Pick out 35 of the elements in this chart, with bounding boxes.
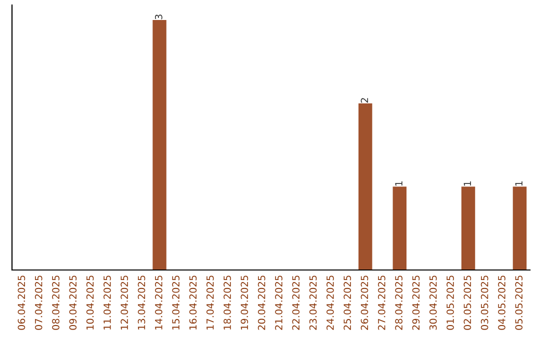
x-tick-label: 08.04.2025 [52, 276, 60, 330]
x-tick-label: 12.04.2025 [120, 276, 128, 330]
x-tick-label: 30.04.2025 [429, 276, 437, 330]
x-tick-label: 17.04.2025 [206, 276, 214, 330]
x-tick-label: 16.04.2025 [189, 276, 197, 330]
x-tick-label: 19.04.2025 [240, 276, 248, 330]
data-label: 3 [154, 14, 162, 20]
x-tick-label: 09.04.2025 [69, 276, 77, 330]
x-tick-label: 11.04.2025 [104, 276, 111, 330]
x-tick-label: 04.05.2025 [498, 276, 506, 330]
x-tick-label: 25.04.2025 [344, 276, 352, 330]
x-tick-label: 10.04.2025 [86, 276, 94, 330]
x-tick-label: 18.04.2025 [224, 276, 231, 330]
x-tick-label: 02.05.2025 [464, 276, 472, 330]
x-tick-label: 06.04.2025 [18, 276, 26, 330]
x-tick-label: 22.04.2025 [292, 276, 300, 330]
x-tick-label: 20.04.2025 [258, 276, 266, 330]
x-tick-label: 29.04.2025 [412, 276, 420, 330]
x-tick-label: 21.04.2025 [275, 276, 282, 330]
x-tick-label: 07.04.2025 [34, 276, 42, 330]
x-tick-label: 13.04.2025 [138, 276, 146, 330]
x-tick-label: 23.04.2025 [309, 276, 317, 330]
x-tick-label: 03.05.2025 [480, 276, 488, 330]
x-tick-label: 15.04.2025 [172, 276, 180, 330]
x-tick-label: 05.05.2025 [515, 276, 523, 330]
data-label: 2 [360, 98, 368, 103]
x-tick-label: 27.04.2025 [378, 276, 386, 330]
x-tick-label: 24.04.2025 [326, 276, 334, 330]
data-label: 1 [464, 181, 471, 186]
x-tick-label: 14.04.2025 [154, 276, 162, 330]
data-label: 1 [515, 181, 522, 186]
x-tick-label: 01.05.2025 [446, 276, 454, 330]
x-tick-label: 26.04.2025 [360, 276, 368, 330]
data-label: 1 [395, 181, 402, 186]
x-tick-label: 28.04.2025 [395, 276, 402, 330]
